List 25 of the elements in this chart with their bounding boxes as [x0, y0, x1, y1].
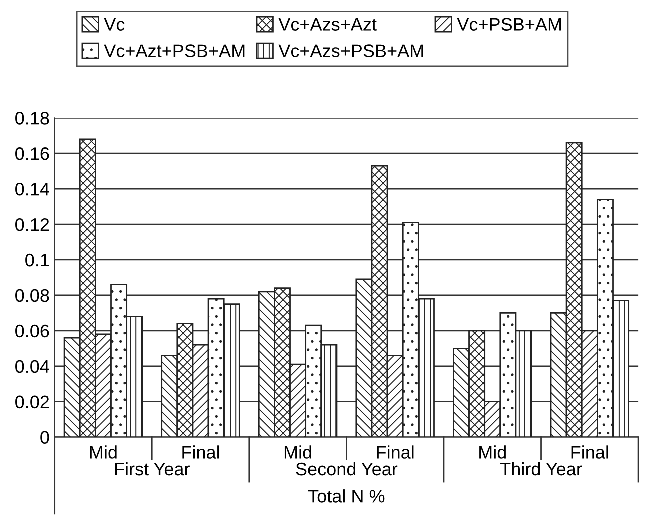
legend-label: Vc	[104, 18, 125, 31]
y-tick-label: 0.14	[16, 182, 50, 196]
x-tick-label: Final	[182, 446, 220, 459]
y-tick-label: 0.12	[16, 218, 50, 232]
x-tick-label: Mid	[284, 446, 312, 459]
legend-label: Vc+Azs+Azt	[278, 18, 377, 31]
y-tick-label: 0.08	[16, 289, 50, 302]
y-tick-label: 0.04	[16, 360, 50, 374]
legend-label: Vc+Azt+PSB+AM	[104, 44, 245, 58]
legend-label: Vc+PSB+AM	[457, 18, 562, 31]
text: First Year	[115, 462, 190, 476]
y-tick-label: 0.16	[16, 148, 50, 160]
y-tick-label: 0.06	[16, 324, 50, 338]
text: Second Year	[296, 462, 398, 476]
x-tick-label: Final	[377, 446, 414, 459]
legend-label: Vc+Azs+PSB+AM	[278, 44, 424, 58]
x-axis-title: Total N %	[308, 490, 385, 503]
x-tick-label: Mid	[480, 446, 506, 459]
y-tick-label: 0.18	[16, 112, 50, 125]
y-tick-label: 0.1	[26, 254, 50, 267]
y-tick-label: 0.02	[16, 396, 50, 409]
x-tick-label: Final	[572, 446, 608, 459]
x-tick-label: Mid	[90, 446, 117, 459]
y-tick-label: 0	[40, 431, 50, 444]
text: Third Year	[500, 462, 582, 476]
